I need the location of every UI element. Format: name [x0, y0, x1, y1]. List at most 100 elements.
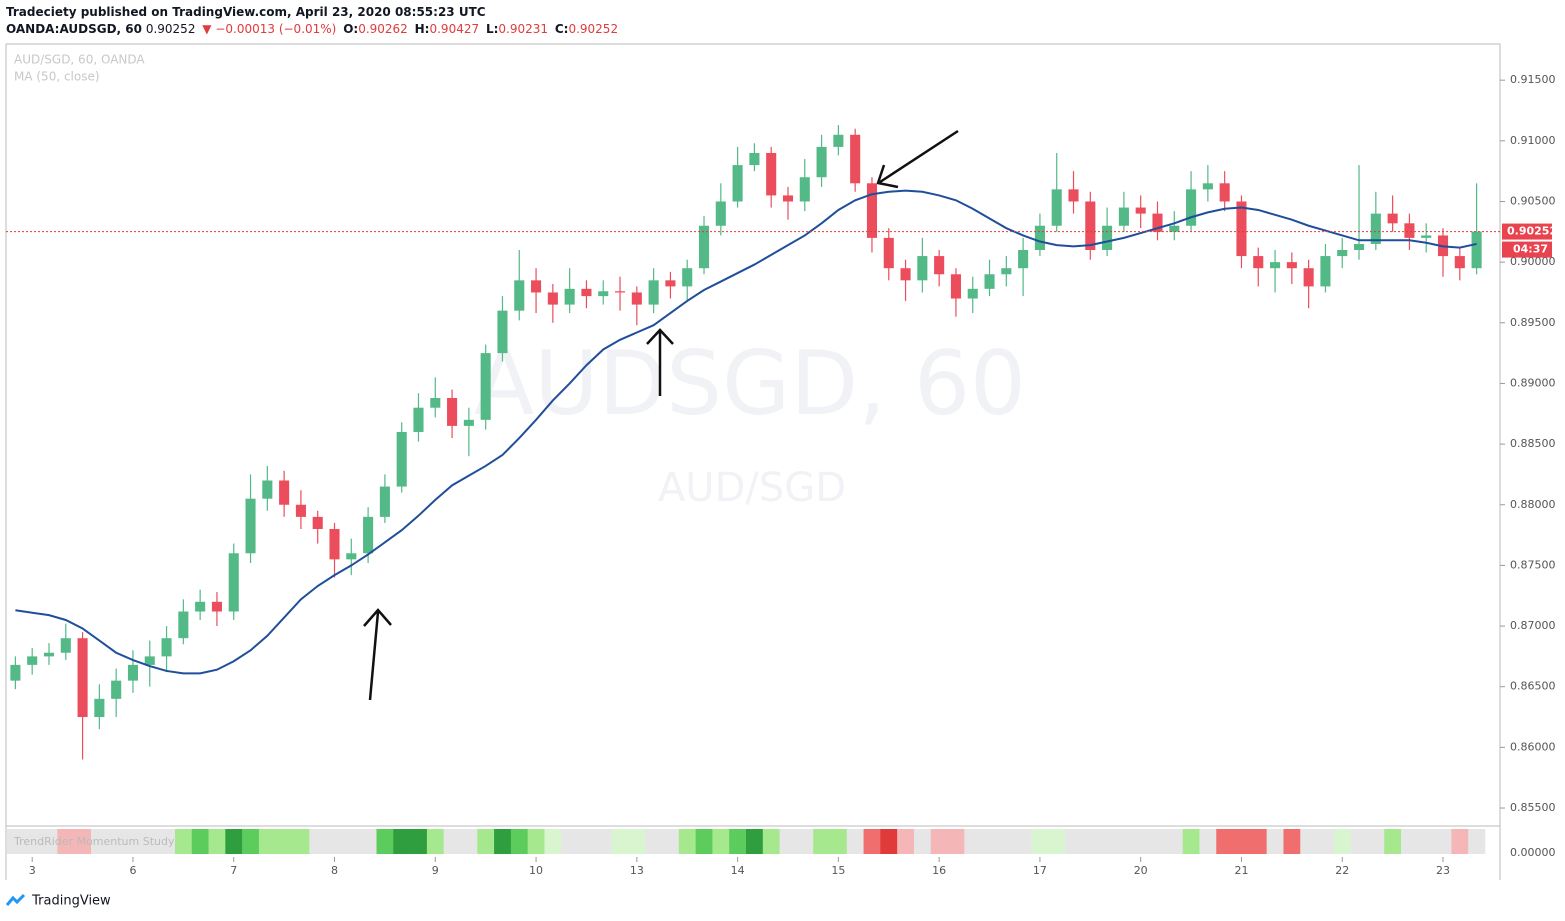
y-tick-label: 0.85500	[1510, 801, 1556, 814]
arrow	[876, 129, 959, 189]
x-tick-label: 14	[731, 864, 745, 877]
candle-body	[934, 256, 945, 275]
candle-body	[329, 529, 340, 560]
y-tick-label: 0.90500	[1510, 194, 1556, 207]
candle-body	[1118, 207, 1129, 226]
candle-body	[1018, 250, 1029, 269]
candle-body	[1236, 201, 1247, 257]
momentum-cell	[645, 829, 663, 854]
momentum-cell	[124, 829, 142, 854]
momentum-cell	[561, 829, 579, 854]
momentum-cell	[997, 829, 1016, 854]
candle-body	[94, 698, 105, 718]
momentum-cell	[1384, 829, 1402, 854]
x-tick-label: 22	[1335, 864, 1349, 877]
momentum-cell	[1098, 829, 1116, 854]
momentum-cell	[544, 829, 562, 854]
candle-body	[682, 268, 693, 287]
momentum-cell	[913, 829, 932, 854]
candle-body	[665, 280, 676, 287]
candle-body	[883, 237, 894, 269]
momentum-cell	[628, 829, 646, 854]
momentum-title: TrendRider Momentum Study	[13, 835, 175, 848]
candle-body	[799, 177, 810, 202]
candle-body	[715, 201, 726, 226]
momentum-cell	[90, 829, 109, 854]
candle-body	[648, 280, 659, 305]
candle-body	[77, 638, 88, 718]
momentum-cell	[275, 829, 293, 854]
candle-body	[111, 680, 122, 699]
momentum-cell	[611, 829, 629, 854]
momentum-cell	[242, 829, 260, 854]
momentum-cell	[1451, 829, 1469, 854]
momentum-cell	[208, 829, 226, 854]
candle-body	[1320, 256, 1331, 287]
y-tick-label: 0.91500	[1510, 73, 1556, 86]
momentum-cell	[1266, 829, 1284, 854]
momentum-cell	[191, 829, 209, 854]
countdown-label: 04:37	[1513, 243, 1548, 256]
footer-text: TradingView	[32, 893, 111, 909]
candle-body	[766, 152, 777, 196]
momentum-cell	[695, 829, 713, 854]
candle-body	[1421, 235, 1432, 238]
candle-body	[547, 292, 558, 305]
candle-body	[1303, 268, 1314, 287]
candle-body	[379, 486, 390, 517]
candle-body	[917, 256, 928, 281]
x-tick-label: 7	[230, 864, 237, 877]
momentum-cell	[947, 829, 965, 854]
momentum-cell	[762, 829, 780, 854]
price: 0.90252	[145, 22, 196, 36]
momentum-cell	[1283, 829, 1301, 854]
pane-title: AUD/SGD, 60, OANDA	[14, 53, 145, 67]
candle-body	[27, 656, 38, 665]
x-tick-label: 15	[831, 864, 845, 877]
momentum-cell	[863, 829, 881, 854]
candle-body	[1051, 189, 1062, 226]
momentum-cell	[880, 829, 898, 854]
candle-body	[1102, 225, 1113, 251]
momentum-cell	[158, 829, 176, 854]
momentum-cell	[410, 829, 428, 854]
candle-body	[1034, 225, 1045, 251]
candle-body	[1219, 183, 1230, 202]
momentum-cell	[594, 829, 612, 854]
o-value: 0.90262	[358, 22, 408, 36]
momentum-cell	[1401, 829, 1419, 854]
publisher: Tradeciety published on TradingView.com,…	[6, 5, 486, 19]
candle-body	[60, 638, 71, 653]
candle-body	[312, 516, 323, 530]
last-price-label: 0.90252	[1507, 225, 1557, 238]
x-tick-label: 9	[432, 864, 439, 877]
change: ▼ −0.00013 (−0.01%)	[202, 22, 337, 36]
momentum-cell	[342, 829, 361, 854]
y-tick-label: 0.89000	[1510, 376, 1556, 389]
h-label: H:	[414, 22, 430, 36]
momentum-cell	[1434, 829, 1452, 854]
candle-body	[1169, 225, 1180, 232]
candle-body	[732, 165, 743, 202]
watermark: AUDSGD, 60	[474, 332, 1026, 435]
momentum-cell	[494, 829, 512, 854]
candle-body	[850, 134, 861, 184]
l-label: L:	[485, 22, 499, 36]
momentum-cell	[309, 829, 327, 854]
ma-legend: MA (50, close)	[14, 70, 100, 84]
x-tick-label: 17	[1033, 864, 1047, 877]
momentum-cell	[141, 829, 159, 854]
candle-body	[1253, 256, 1264, 269]
candle-body	[1454, 256, 1465, 269]
momentum-cell	[1081, 829, 1100, 854]
candle-body	[1337, 250, 1348, 257]
momentum-cell	[1132, 829, 1150, 854]
arrow	[363, 608, 392, 701]
annotation-arrows	[363, 129, 959, 701]
candle-body	[346, 553, 357, 560]
momentum-cell	[376, 829, 394, 854]
momentum-cell	[678, 829, 696, 854]
momentum-cell	[174, 829, 193, 854]
candle-body	[1135, 207, 1146, 214]
candle-body	[816, 146, 827, 178]
